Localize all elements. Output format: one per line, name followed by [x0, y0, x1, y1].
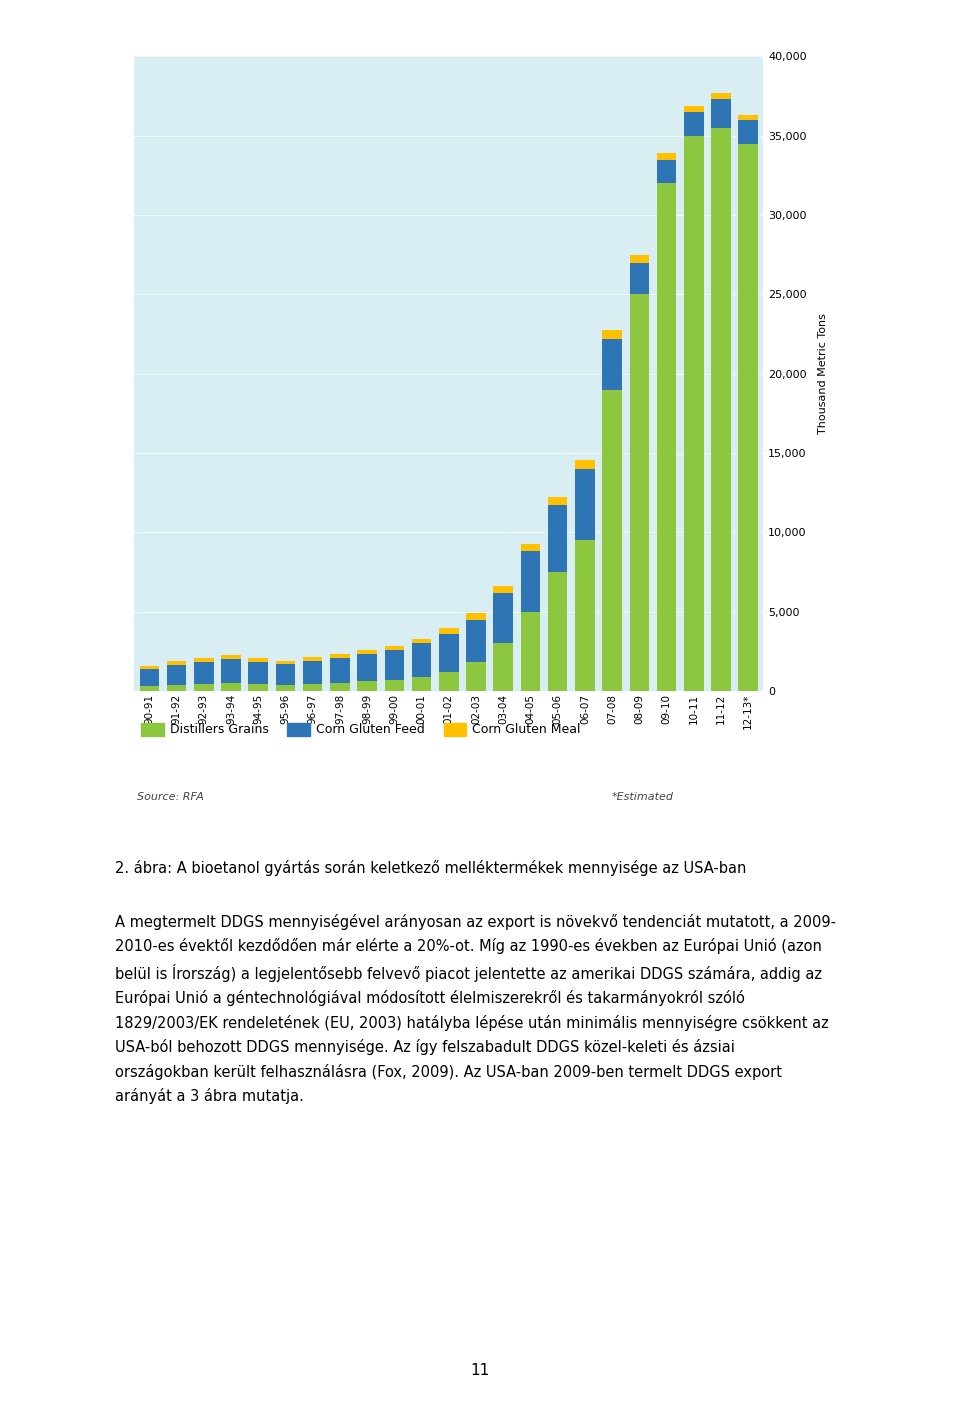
Bar	[139, 668, 159, 687]
Bar	[467, 663, 486, 691]
Bar	[630, 295, 649, 691]
Bar	[330, 654, 349, 657]
Text: *Estimated: *Estimated	[612, 791, 673, 802]
Bar	[467, 613, 486, 619]
Bar	[657, 159, 677, 183]
Bar	[276, 661, 296, 664]
Bar	[412, 639, 431, 643]
Bar	[249, 684, 268, 691]
Bar	[548, 505, 567, 572]
Bar	[194, 661, 214, 684]
Bar	[303, 661, 323, 684]
Bar	[249, 661, 268, 684]
Text: 2. ábra: A bioetanol gyártás során keletkező melléktermékek mennyisége az USA-ba: 2. ábra: A bioetanol gyártás során kelet…	[115, 860, 747, 876]
Bar	[276, 684, 296, 691]
Bar	[493, 592, 513, 643]
Bar	[548, 572, 567, 691]
Bar	[167, 684, 186, 691]
Bar	[467, 619, 486, 663]
Legend: Distillers Grains, Corn Gluten Feed, Corn Gluten Meal: Distillers Grains, Corn Gluten Feed, Cor…	[136, 718, 586, 742]
Bar	[330, 657, 349, 682]
Bar	[249, 658, 268, 661]
Bar	[493, 585, 513, 592]
Bar	[520, 612, 540, 691]
Bar	[439, 634, 459, 671]
Bar	[493, 643, 513, 691]
Bar	[602, 389, 622, 691]
Bar	[711, 93, 731, 99]
Bar	[357, 650, 377, 654]
Bar	[602, 330, 622, 338]
Bar	[385, 680, 404, 691]
Text: 11: 11	[470, 1363, 490, 1378]
Bar	[630, 262, 649, 295]
Bar	[657, 183, 677, 691]
Bar	[711, 99, 731, 128]
Bar	[167, 661, 186, 664]
Bar	[139, 687, 159, 691]
Bar	[303, 684, 323, 691]
Bar	[357, 681, 377, 691]
Bar	[330, 682, 349, 691]
Bar	[738, 144, 758, 691]
Bar	[439, 671, 459, 691]
Text: A megtermelt DDGS mennyiségével arányosan az export is növekvő tendenciát mutato: A megtermelt DDGS mennyiségével arányosa…	[115, 914, 836, 1104]
Bar	[684, 135, 704, 691]
Bar	[520, 551, 540, 612]
Bar	[575, 460, 594, 468]
Bar	[167, 664, 186, 684]
Bar	[548, 498, 567, 505]
Bar	[575, 540, 594, 691]
Bar	[575, 468, 594, 540]
Bar	[194, 657, 214, 661]
Bar	[221, 682, 241, 691]
Bar	[412, 643, 431, 677]
Bar	[412, 677, 431, 691]
Bar	[738, 120, 758, 144]
Bar	[194, 684, 214, 691]
Bar	[385, 650, 404, 680]
Bar	[439, 629, 459, 633]
Bar	[684, 111, 704, 135]
Bar	[738, 114, 758, 120]
Bar	[602, 338, 622, 389]
Bar	[385, 646, 404, 650]
Bar	[520, 544, 540, 551]
Bar	[684, 106, 704, 111]
Text: Source: RFA: Source: RFA	[137, 791, 204, 802]
Bar	[303, 657, 323, 661]
Bar	[711, 128, 731, 691]
Bar	[139, 666, 159, 668]
Y-axis label: Thousand Metric Tons: Thousand Metric Tons	[818, 313, 828, 434]
Bar	[276, 664, 296, 684]
Bar	[357, 654, 377, 681]
Bar	[221, 658, 241, 682]
Bar	[657, 154, 677, 159]
Bar	[630, 255, 649, 262]
Bar	[221, 656, 241, 658]
